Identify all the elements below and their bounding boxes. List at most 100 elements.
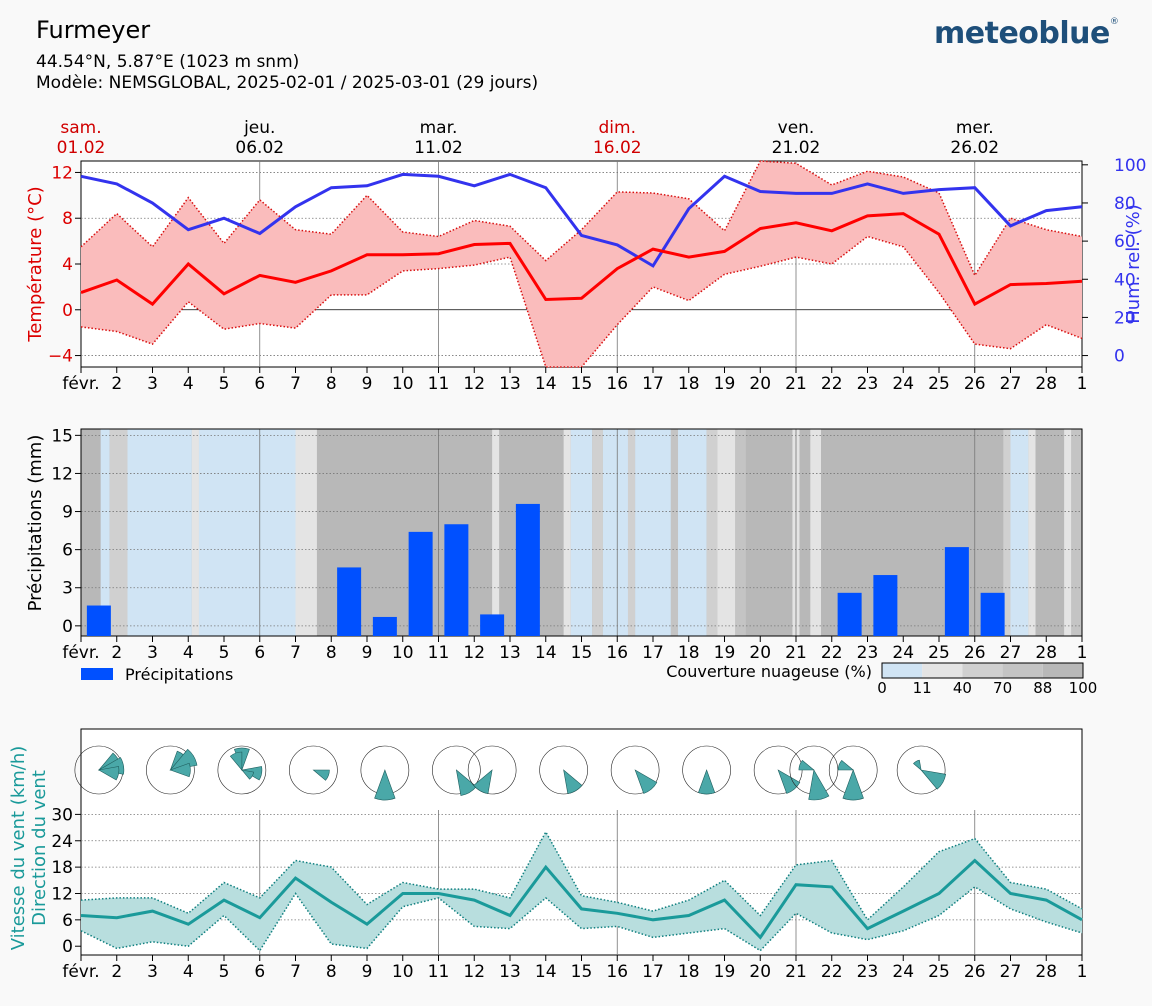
wind-x-tick-label: 10 xyxy=(392,962,414,982)
wind-rose-petal xyxy=(169,762,191,778)
cloud-cover-band xyxy=(295,429,317,636)
temperature-x-tick-label: 10 xyxy=(392,374,414,394)
wind-min-line xyxy=(80,885,1083,952)
precipitation-x-tick-label: 3 xyxy=(147,643,158,663)
wind-rose-petal xyxy=(98,766,120,781)
wind-x-tick-label: 17 xyxy=(642,962,664,982)
cloud-legend-tick-label: 88 xyxy=(1033,679,1052,697)
temperature-x-tick-label: févr. xyxy=(62,374,99,394)
humidity-y-tick-label: 0 xyxy=(1114,347,1125,367)
cloud-cover-band xyxy=(492,429,500,636)
precipitation-x-tick-label: 11 xyxy=(428,643,450,663)
model-text: Modèle: NEMSGLOBAL, 2025-02-01 / 2025-03… xyxy=(36,73,539,93)
temperature-y-tick-label: 12 xyxy=(51,163,73,183)
precipitation-x-tick-label: 15 xyxy=(571,643,593,663)
temperature-x-tick-label: 6 xyxy=(254,374,265,394)
precipitation-x-tick-label: 4 xyxy=(183,643,194,663)
wind-rose-petal xyxy=(169,748,198,771)
day-weekday-label: dim. xyxy=(599,118,636,138)
wind-x-tick-label: 12 xyxy=(463,962,485,982)
temperature-x-tick-label: 19 xyxy=(714,374,736,394)
day-date-label: 16.02 xyxy=(593,138,642,158)
cloud-legend-swatch xyxy=(882,663,923,678)
precipitation-bar xyxy=(337,567,362,636)
day-headers: sam.01.02 jeu.06.02 mar.11.02 dim.16.02 ven.… xyxy=(57,118,999,158)
precipitation-x-tick-label: 24 xyxy=(892,643,914,663)
wind-x-tick-label: 1 xyxy=(1077,962,1088,982)
cloud-cover-band xyxy=(678,429,707,636)
precipitation-x-tick-label: 9 xyxy=(362,643,373,663)
wind-rose-circle xyxy=(289,745,338,795)
wind-x-tick-label: 27 xyxy=(1000,962,1022,982)
precipitation-y-tick-label: 9 xyxy=(62,503,73,523)
precipitation-x-tick-label: 6 xyxy=(254,643,265,663)
precipitation-x-tick-label: 18 xyxy=(678,643,700,663)
wind-rose-petal xyxy=(312,769,330,781)
wind-y-tick-label: 0 xyxy=(62,937,73,957)
wind-x-tick-label: 20 xyxy=(749,962,771,982)
precipitation-y-tick-label: 6 xyxy=(62,541,73,561)
cloud-cover-band xyxy=(570,429,593,636)
cloud-legend-frame xyxy=(881,662,1084,679)
precipitation-bar xyxy=(980,592,1005,636)
precipitation-x-tick-label: 10 xyxy=(392,643,414,663)
humidity-y-tick-label: 100 xyxy=(1114,156,1146,176)
temperature-x-tick-label: 9 xyxy=(362,374,373,394)
temperature-axis-label: Température (°C) xyxy=(25,186,46,342)
wind-y-tick-label: 12 xyxy=(51,884,73,904)
wind-rose-petal xyxy=(563,769,583,794)
day-weekday-label: sam. xyxy=(60,118,101,138)
temperature-x-tick-label: 27 xyxy=(1000,374,1022,394)
wind-direction-axis-label: Direction du vent xyxy=(29,770,50,926)
temperature-x-tick-label: 25 xyxy=(928,374,950,394)
precipitation-x-tick-label: 21 xyxy=(785,643,807,663)
wind-rose-petal xyxy=(634,769,658,794)
precipitation-x-tick-label: 7 xyxy=(290,643,301,663)
cloud-cover-band xyxy=(735,429,746,636)
wind-x-tick-label: 8 xyxy=(326,962,337,982)
precipitation-x-tick-label: 26 xyxy=(964,643,986,663)
temperature-x-tick-label: 20 xyxy=(749,374,771,394)
temperature-x-tick-label: 5 xyxy=(219,374,230,394)
precipitation-bar xyxy=(944,547,969,636)
precipitation-bar xyxy=(444,524,469,636)
day-weekday-label: jeu. xyxy=(243,118,275,138)
wind-x-tick-label: 19 xyxy=(714,962,736,982)
temperature-x-tick-label: 24 xyxy=(892,374,914,394)
temperature-x-tick-label: 1 xyxy=(1077,374,1088,394)
precipitation-y-tick-label: 15 xyxy=(51,426,73,446)
cloud-legend-tick-label: 11 xyxy=(913,679,932,697)
temperature-x-tick-label: 22 xyxy=(821,374,843,394)
temperature-x-tick-label: 4 xyxy=(183,374,194,394)
humidity-y-tick-label: 80 xyxy=(1114,194,1136,214)
precipitation-x-tick-label: 22 xyxy=(821,643,843,663)
wind-x-tick-label: févr. xyxy=(62,962,99,982)
wind-rose-petal xyxy=(241,769,255,780)
cloud-legend-swatch xyxy=(962,663,1003,678)
cloud-cover-band xyxy=(745,429,793,636)
cloud-cover-band xyxy=(191,429,199,636)
wind-x-tick-label: 15 xyxy=(571,962,593,982)
temperature-x-tick-label: 2 xyxy=(111,374,122,394)
wind-x-tick-label: 5 xyxy=(219,962,230,982)
day-date-label: 21.02 xyxy=(772,138,821,158)
temperature-y-tick-label: 8 xyxy=(62,209,73,229)
precipitation-legend-label: Précipitations xyxy=(125,665,233,684)
wind-x-tick-label: 13 xyxy=(499,962,521,982)
temperature-x-tick-label: 18 xyxy=(678,374,700,394)
day-date-label: 26.02 xyxy=(950,138,999,158)
precipitation-bar xyxy=(480,614,505,636)
cloud-cover-band xyxy=(592,429,603,636)
precipitation-x-tick-label: 1 xyxy=(1077,643,1088,663)
cloud-cover-band xyxy=(670,429,679,636)
precipitation-x-tick-label: 16 xyxy=(606,643,628,663)
meteoblue-logo[interactable]: meteoblue® xyxy=(934,16,1119,51)
wind-speed-line xyxy=(80,858,1083,940)
wind-rose-circle xyxy=(610,745,660,795)
temperature-y-tick-label: 4 xyxy=(62,255,73,275)
wind-x-tick-label: 9 xyxy=(362,962,373,982)
